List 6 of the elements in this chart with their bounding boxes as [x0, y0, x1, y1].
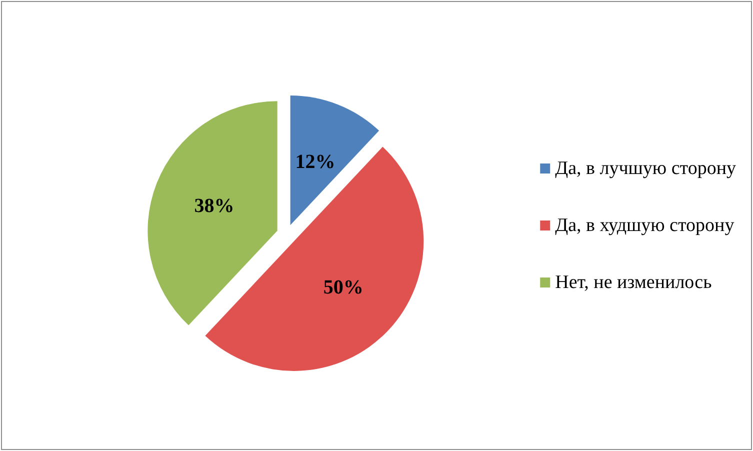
data-label: 12%	[295, 151, 336, 174]
data-label: 50%	[323, 276, 364, 299]
legend-label: Нет, не изменилось	[555, 272, 712, 293]
legend-label: Да, в худшую сторону	[555, 215, 735, 236]
data-label: 38%	[194, 194, 234, 217]
legend-label: Да, в лучшую сторону	[555, 158, 736, 179]
